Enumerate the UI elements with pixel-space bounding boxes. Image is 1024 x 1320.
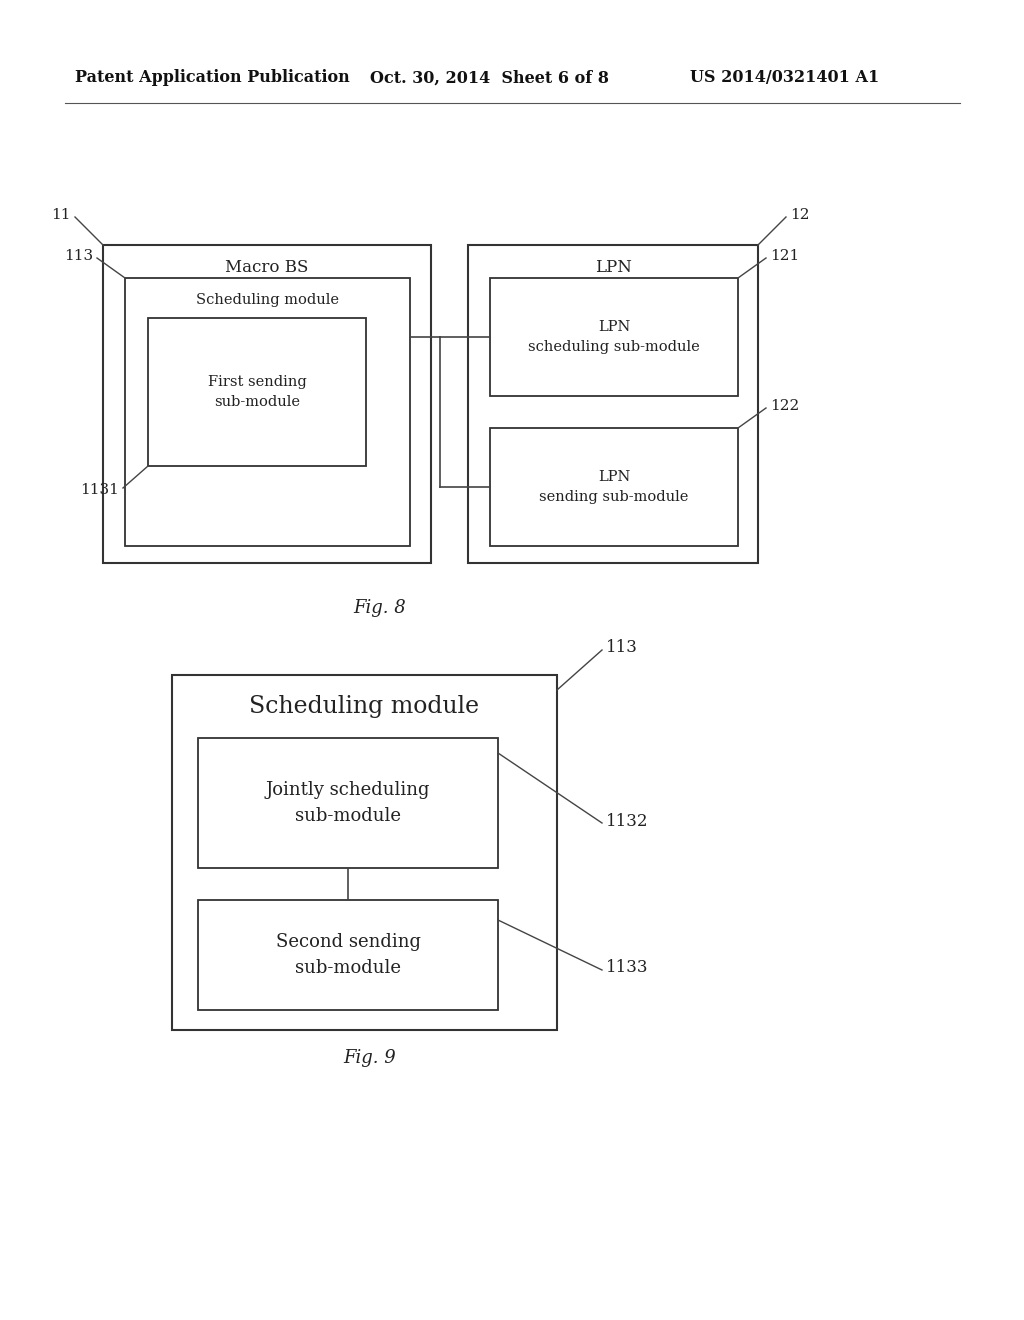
- Text: US 2014/0321401 A1: US 2014/0321401 A1: [690, 70, 880, 87]
- Bar: [103, 246, 431, 564]
- Text: 11: 11: [51, 209, 71, 222]
- Text: Jointly scheduling
sub-module: Jointly scheduling sub-module: [266, 781, 430, 825]
- Text: 1133: 1133: [606, 960, 648, 977]
- Text: 122: 122: [770, 399, 800, 413]
- Text: 1132: 1132: [606, 813, 648, 829]
- Text: LPN: LPN: [595, 259, 632, 276]
- Text: 12: 12: [790, 209, 810, 222]
- Text: 121: 121: [770, 249, 800, 263]
- Text: Macro BS: Macro BS: [225, 259, 308, 276]
- Bar: [490, 279, 738, 396]
- Text: 113: 113: [63, 249, 93, 263]
- Bar: [125, 279, 410, 546]
- Text: First sending
sub-module: First sending sub-module: [208, 375, 306, 409]
- Text: Fig. 8: Fig. 8: [353, 599, 407, 616]
- Bar: [198, 900, 498, 1010]
- Text: Scheduling module: Scheduling module: [196, 293, 339, 308]
- Text: Scheduling module: Scheduling module: [250, 696, 479, 718]
- Text: 113: 113: [606, 639, 638, 656]
- Text: 1131: 1131: [80, 483, 119, 498]
- Bar: [198, 738, 498, 869]
- Bar: [490, 428, 738, 546]
- Bar: [148, 318, 366, 466]
- Text: LPN
scheduling sub-module: LPN scheduling sub-module: [528, 319, 699, 354]
- Text: Fig. 9: Fig. 9: [344, 1049, 396, 1067]
- Bar: [172, 675, 557, 1030]
- Text: Patent Application Publication: Patent Application Publication: [75, 70, 350, 87]
- Text: Second sending
sub-module: Second sending sub-module: [275, 933, 421, 977]
- Text: Oct. 30, 2014  Sheet 6 of 8: Oct. 30, 2014 Sheet 6 of 8: [370, 70, 609, 87]
- Bar: [468, 246, 758, 564]
- Text: LPN
sending sub-module: LPN sending sub-module: [540, 470, 689, 504]
